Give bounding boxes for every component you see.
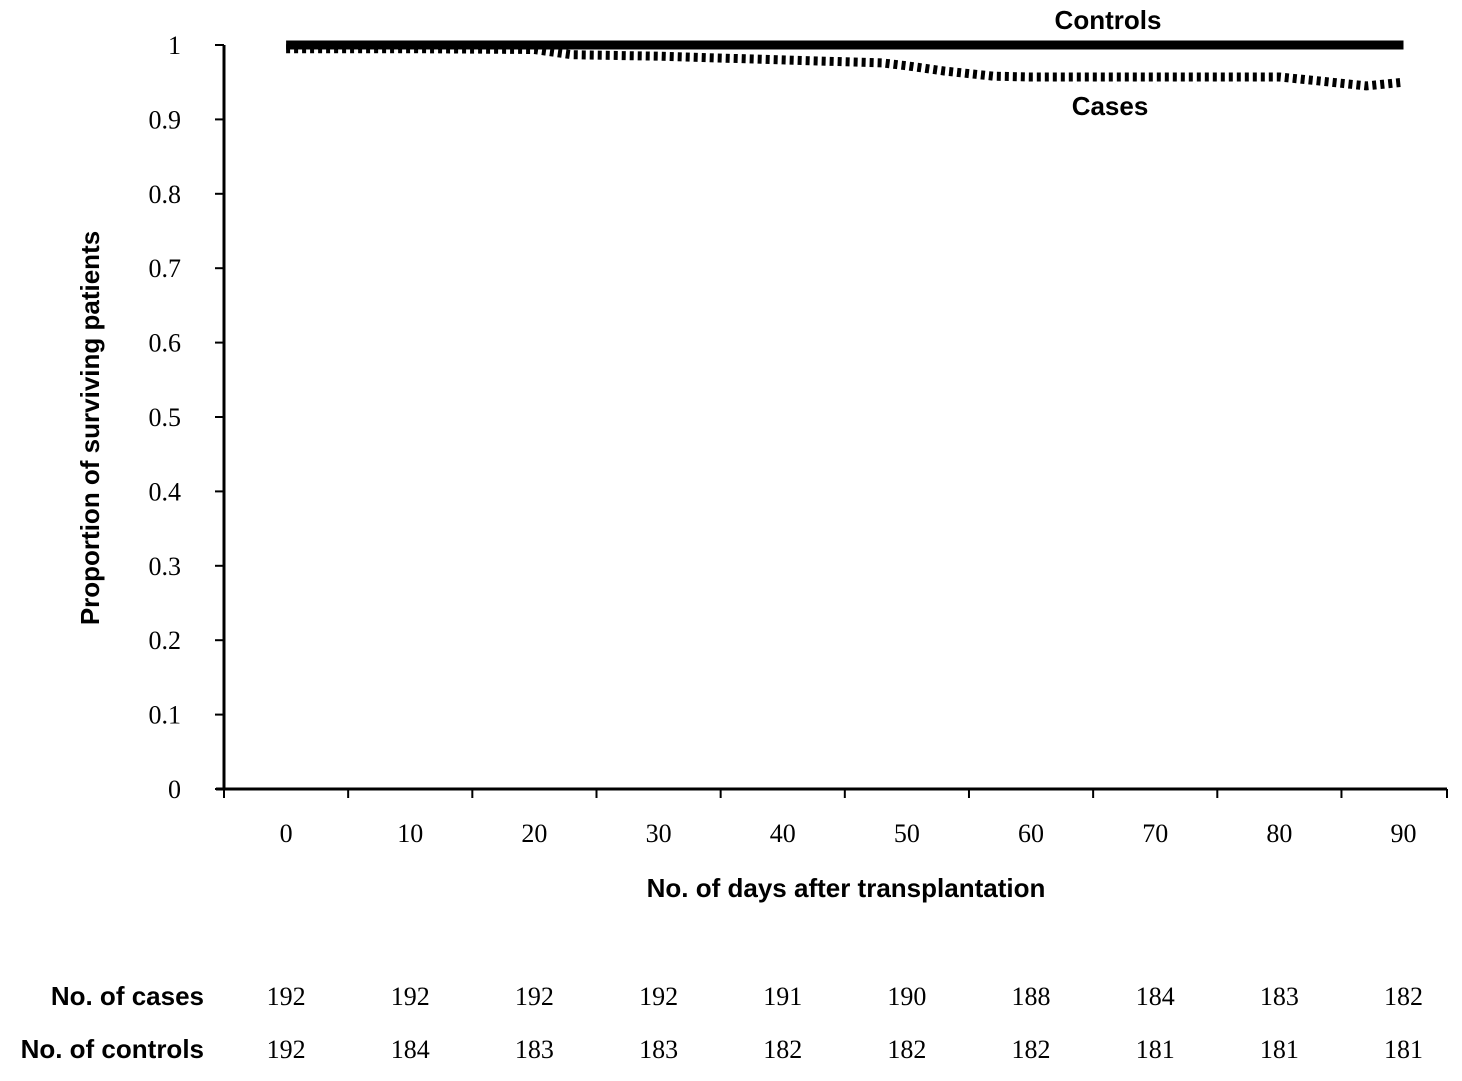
risk-value: 191 [763, 982, 802, 1011]
risk-value: 192 [515, 982, 554, 1011]
x-tick-label: 50 [894, 819, 920, 848]
x-axis-title: No. of days after transplantation [647, 873, 1046, 903]
y-axis-title: Proportion of surviving patients [75, 231, 105, 625]
x-axis: 0 10 20 30 40 50 60 70 80 90 [216, 787, 1448, 848]
y-tick-label: 0.2 [149, 626, 182, 655]
series-labels: Controls Cases [1055, 5, 1162, 121]
series-label-cases: Cases [1072, 91, 1149, 121]
x-tick-label: 0 [280, 819, 293, 848]
y-tick-label: 0.9 [149, 105, 182, 134]
x-tick-label: 20 [521, 819, 547, 848]
y-tick-label: 0.7 [149, 254, 182, 283]
risk-value: 184 [1136, 982, 1175, 1011]
y-tick-label: 0.6 [149, 329, 182, 358]
risk-value: 183 [639, 1035, 678, 1064]
x-tick-label: 90 [1391, 819, 1417, 848]
risk-value: 182 [887, 1035, 926, 1064]
y-tick-label: 1 [168, 31, 181, 60]
series-lines [286, 40, 1404, 91]
x-tick-label: 40 [770, 819, 796, 848]
risk-value: 192 [267, 982, 306, 1011]
x-tick-label: 80 [1266, 819, 1292, 848]
risk-value: 184 [391, 1035, 430, 1064]
risk-row-label: No. of cases [51, 981, 204, 1011]
risk-value: 190 [887, 982, 926, 1011]
y-tick-label: 0.4 [149, 477, 182, 506]
risk-value: 192 [639, 982, 678, 1011]
risk-value: 181 [1384, 1035, 1423, 1064]
series-line-cases [286, 44, 1404, 91]
y-tick-label: 0 [168, 775, 181, 804]
risk-value: 182 [1012, 1035, 1051, 1064]
y-tick-label: 0.1 [149, 701, 182, 730]
risk-value: 192 [391, 982, 430, 1011]
risk-value: 181 [1260, 1035, 1299, 1064]
risk-value: 182 [763, 1035, 802, 1064]
risk-table: No. of cases 192 192 192 192 191 190 188 184 183 1… [21, 981, 1423, 1064]
y-tick-label: 0.3 [149, 552, 182, 581]
x-tick-label: 10 [397, 819, 423, 848]
risk-value: 192 [267, 1035, 306, 1064]
x-tick-label: 70 [1142, 819, 1168, 848]
series-label-controls: Controls [1055, 5, 1162, 35]
risk-value: 181 [1136, 1035, 1175, 1064]
y-tick-label: 0.8 [149, 180, 182, 209]
x-tick-label: 60 [1018, 819, 1044, 848]
y-tick-label: 0.5 [149, 403, 182, 432]
risk-value: 188 [1012, 982, 1051, 1011]
risk-value: 183 [1260, 982, 1299, 1011]
y-axis: 0 0.1 0.2 0.3 0.4 0.5 0.6 0.7 0.8 0.9 1 [149, 31, 226, 804]
risk-value: 182 [1384, 982, 1423, 1011]
x-tick-label: 30 [646, 819, 672, 848]
risk-row-label: No. of controls [21, 1034, 204, 1064]
risk-value: 183 [515, 1035, 554, 1064]
